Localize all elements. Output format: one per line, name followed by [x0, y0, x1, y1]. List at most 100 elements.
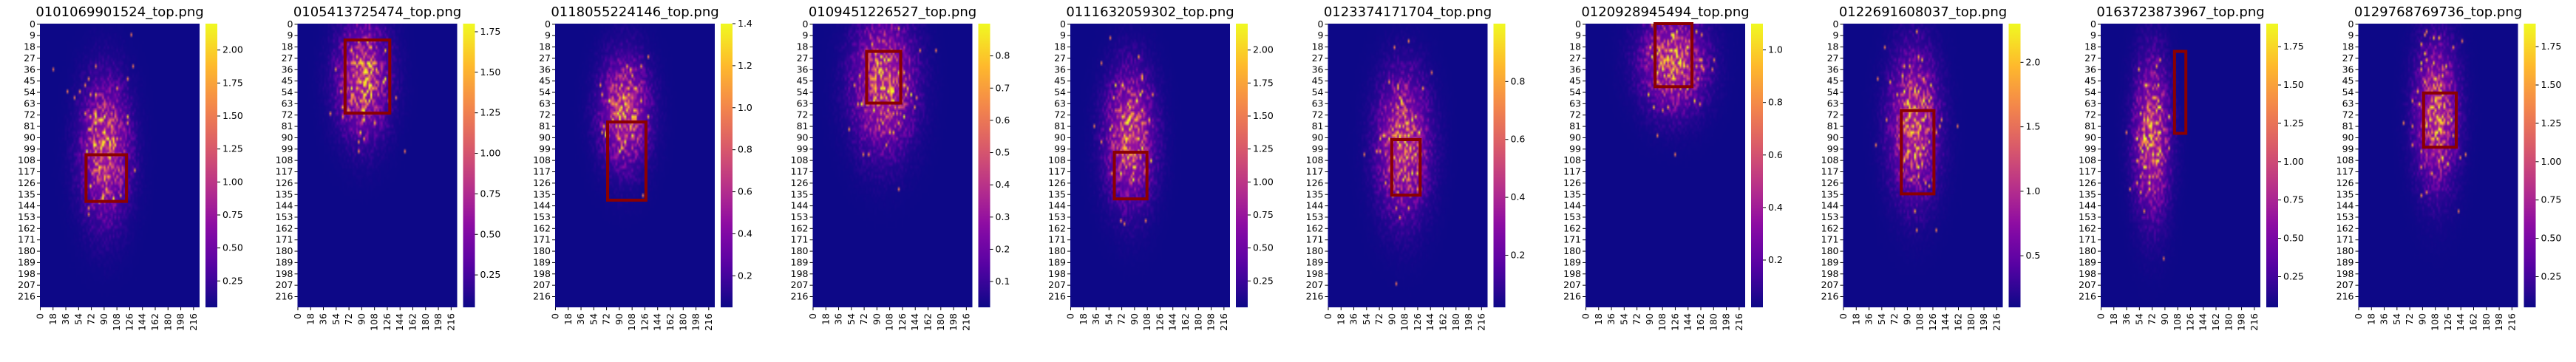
- x-tick-label: 54: [1103, 313, 1114, 325]
- x-tick-label: 72: [343, 313, 354, 325]
- x-tick-label: 72: [858, 313, 869, 325]
- y-tick-label: 9: [2090, 30, 2096, 41]
- y-tick-label: 18: [797, 41, 809, 52]
- x-tick-label: 216: [1475, 313, 1486, 331]
- y-tick-label: 54: [2342, 86, 2354, 98]
- y-tick-label: 144: [2079, 200, 2096, 211]
- colorbar-tick-label: 1.0: [2026, 185, 2041, 197]
- y-tick-label: 117: [1306, 166, 1324, 177]
- x-tick-label: 126: [1154, 313, 1165, 331]
- colorbar-tick-label: 0.6: [996, 115, 1010, 126]
- x-tick-label: 54: [2391, 313, 2402, 325]
- y-tick-label: 108: [533, 154, 551, 165]
- y-tick-label: 36: [1312, 64, 1324, 75]
- colorbar-tick-label: 1.00: [2541, 156, 2562, 167]
- heatmap-cells: [555, 24, 715, 307]
- x-tick-label: 90: [1129, 313, 1140, 325]
- y-tick-label: 162: [1306, 222, 1324, 233]
- y-tick-label: 27: [797, 52, 809, 64]
- y-tick-label: 171: [1048, 234, 1066, 245]
- y-tick-label: 144: [2337, 200, 2354, 211]
- colorbar-tick-label: 2.00: [222, 44, 243, 55]
- y-tick-label: 0: [2090, 18, 2096, 30]
- x-tick-label: 162: [1695, 313, 1706, 331]
- y-tick-label: 54: [282, 86, 293, 98]
- x-tick-label: 198: [175, 313, 186, 331]
- x-tick-label: 36: [2121, 313, 2132, 325]
- y-tick-label: 171: [2079, 234, 2096, 245]
- y-tick-label: 135: [1821, 188, 1839, 199]
- colorbar-tick-label: 0.25: [1253, 275, 1274, 286]
- y-tick-label: 171: [2337, 234, 2354, 245]
- x-tick-label: 108: [1914, 313, 1926, 331]
- y-tick-label: 54: [2084, 86, 2096, 98]
- y-tick-label: 81: [2084, 120, 2096, 132]
- colorbar-tick-label: 1.75: [2283, 41, 2304, 52]
- roi-box: [2422, 91, 2458, 149]
- heatmap-cells: [1328, 24, 1488, 307]
- colorbar-tick-label: 0.25: [2283, 270, 2304, 281]
- y-tick-label: 198: [1048, 268, 1066, 279]
- colorbar-tick-label: 0.7: [996, 82, 1010, 93]
- y-tick-label: 72: [1312, 109, 1324, 120]
- x-tick-label: 18: [820, 313, 831, 325]
- y-tick-label: 54: [539, 86, 551, 98]
- y-tick-label: 45: [1827, 75, 1839, 86]
- y-tick-label: 72: [1827, 109, 1839, 120]
- x-tick-label: 126: [2442, 313, 2453, 331]
- y-tick-label: 99: [539, 143, 551, 154]
- x-tick-label: 90: [98, 313, 109, 325]
- y-tick-label: 135: [791, 188, 809, 199]
- colorbar-tick-label: 1.50: [480, 66, 501, 78]
- y-tick-label: 216: [533, 290, 551, 301]
- colorbar: [2266, 24, 2278, 307]
- x-tick-label: 108: [626, 313, 637, 331]
- x-tick-label: 144: [2198, 313, 2209, 331]
- x-tick-label: 162: [2468, 313, 2479, 331]
- x-tick-label: 54: [1618, 313, 1629, 325]
- y-tick-label: 144: [1048, 200, 1066, 211]
- y-tick-label: 117: [2337, 166, 2354, 177]
- x-tick-label: 198: [1463, 313, 1474, 331]
- y-tick-label: 198: [18, 268, 35, 279]
- x-tick-label: 216: [960, 313, 971, 331]
- y-tick-label: 18: [2342, 41, 2354, 52]
- y-tick-label: 99: [282, 143, 293, 154]
- x-tick-label: 108: [111, 313, 122, 331]
- colorbar: [978, 24, 990, 307]
- roi-box: [606, 120, 648, 202]
- y-tick-label: 90: [2084, 132, 2096, 143]
- y-tick-label: 135: [1306, 188, 1324, 199]
- x-tick-label: 72: [1631, 313, 1642, 325]
- panel-title: 0122691608037_top.png: [1839, 4, 2007, 20]
- y-tick-label: 81: [2342, 120, 2354, 132]
- y-tick-label: 63: [282, 98, 293, 109]
- y-tick-label: 189: [2079, 256, 2096, 267]
- x-tick-label: 36: [1090, 313, 1101, 325]
- y-tick-label: 126: [1821, 177, 1839, 188]
- y-tick-label: 171: [1563, 234, 1581, 245]
- colorbar-tick-label: 0.25: [222, 275, 243, 286]
- y-tick-label: 0: [1060, 18, 1066, 30]
- y-tick-label: 189: [18, 256, 35, 267]
- y-tick-label: 99: [1827, 143, 1839, 154]
- x-tick-label: 54: [846, 313, 857, 325]
- y-tick-label: 90: [1827, 132, 1839, 143]
- y-tick-label: 63: [1054, 98, 1066, 109]
- y-tick-label: 81: [282, 120, 293, 132]
- y-tick-label: 198: [2337, 268, 2354, 279]
- x-tick-label: 180: [1192, 313, 1203, 331]
- x-tick-label: 72: [2147, 313, 2158, 325]
- y-tick-label: 0: [803, 18, 809, 30]
- y-tick-label: 126: [18, 177, 35, 188]
- y-tick-label: 36: [24, 64, 35, 75]
- y-tick-label: 153: [1821, 211, 1839, 222]
- heatmap-cells: [2101, 24, 2260, 307]
- y-tick-label: 126: [276, 177, 293, 188]
- x-tick-label: 0: [34, 313, 45, 319]
- y-tick-label: 36: [2342, 64, 2354, 75]
- y-tick-label: 198: [791, 268, 809, 279]
- y-tick-label: 198: [1563, 268, 1581, 279]
- colorbar-tick-label: 1.75: [1253, 77, 1274, 88]
- x-tick-label: 162: [149, 313, 160, 331]
